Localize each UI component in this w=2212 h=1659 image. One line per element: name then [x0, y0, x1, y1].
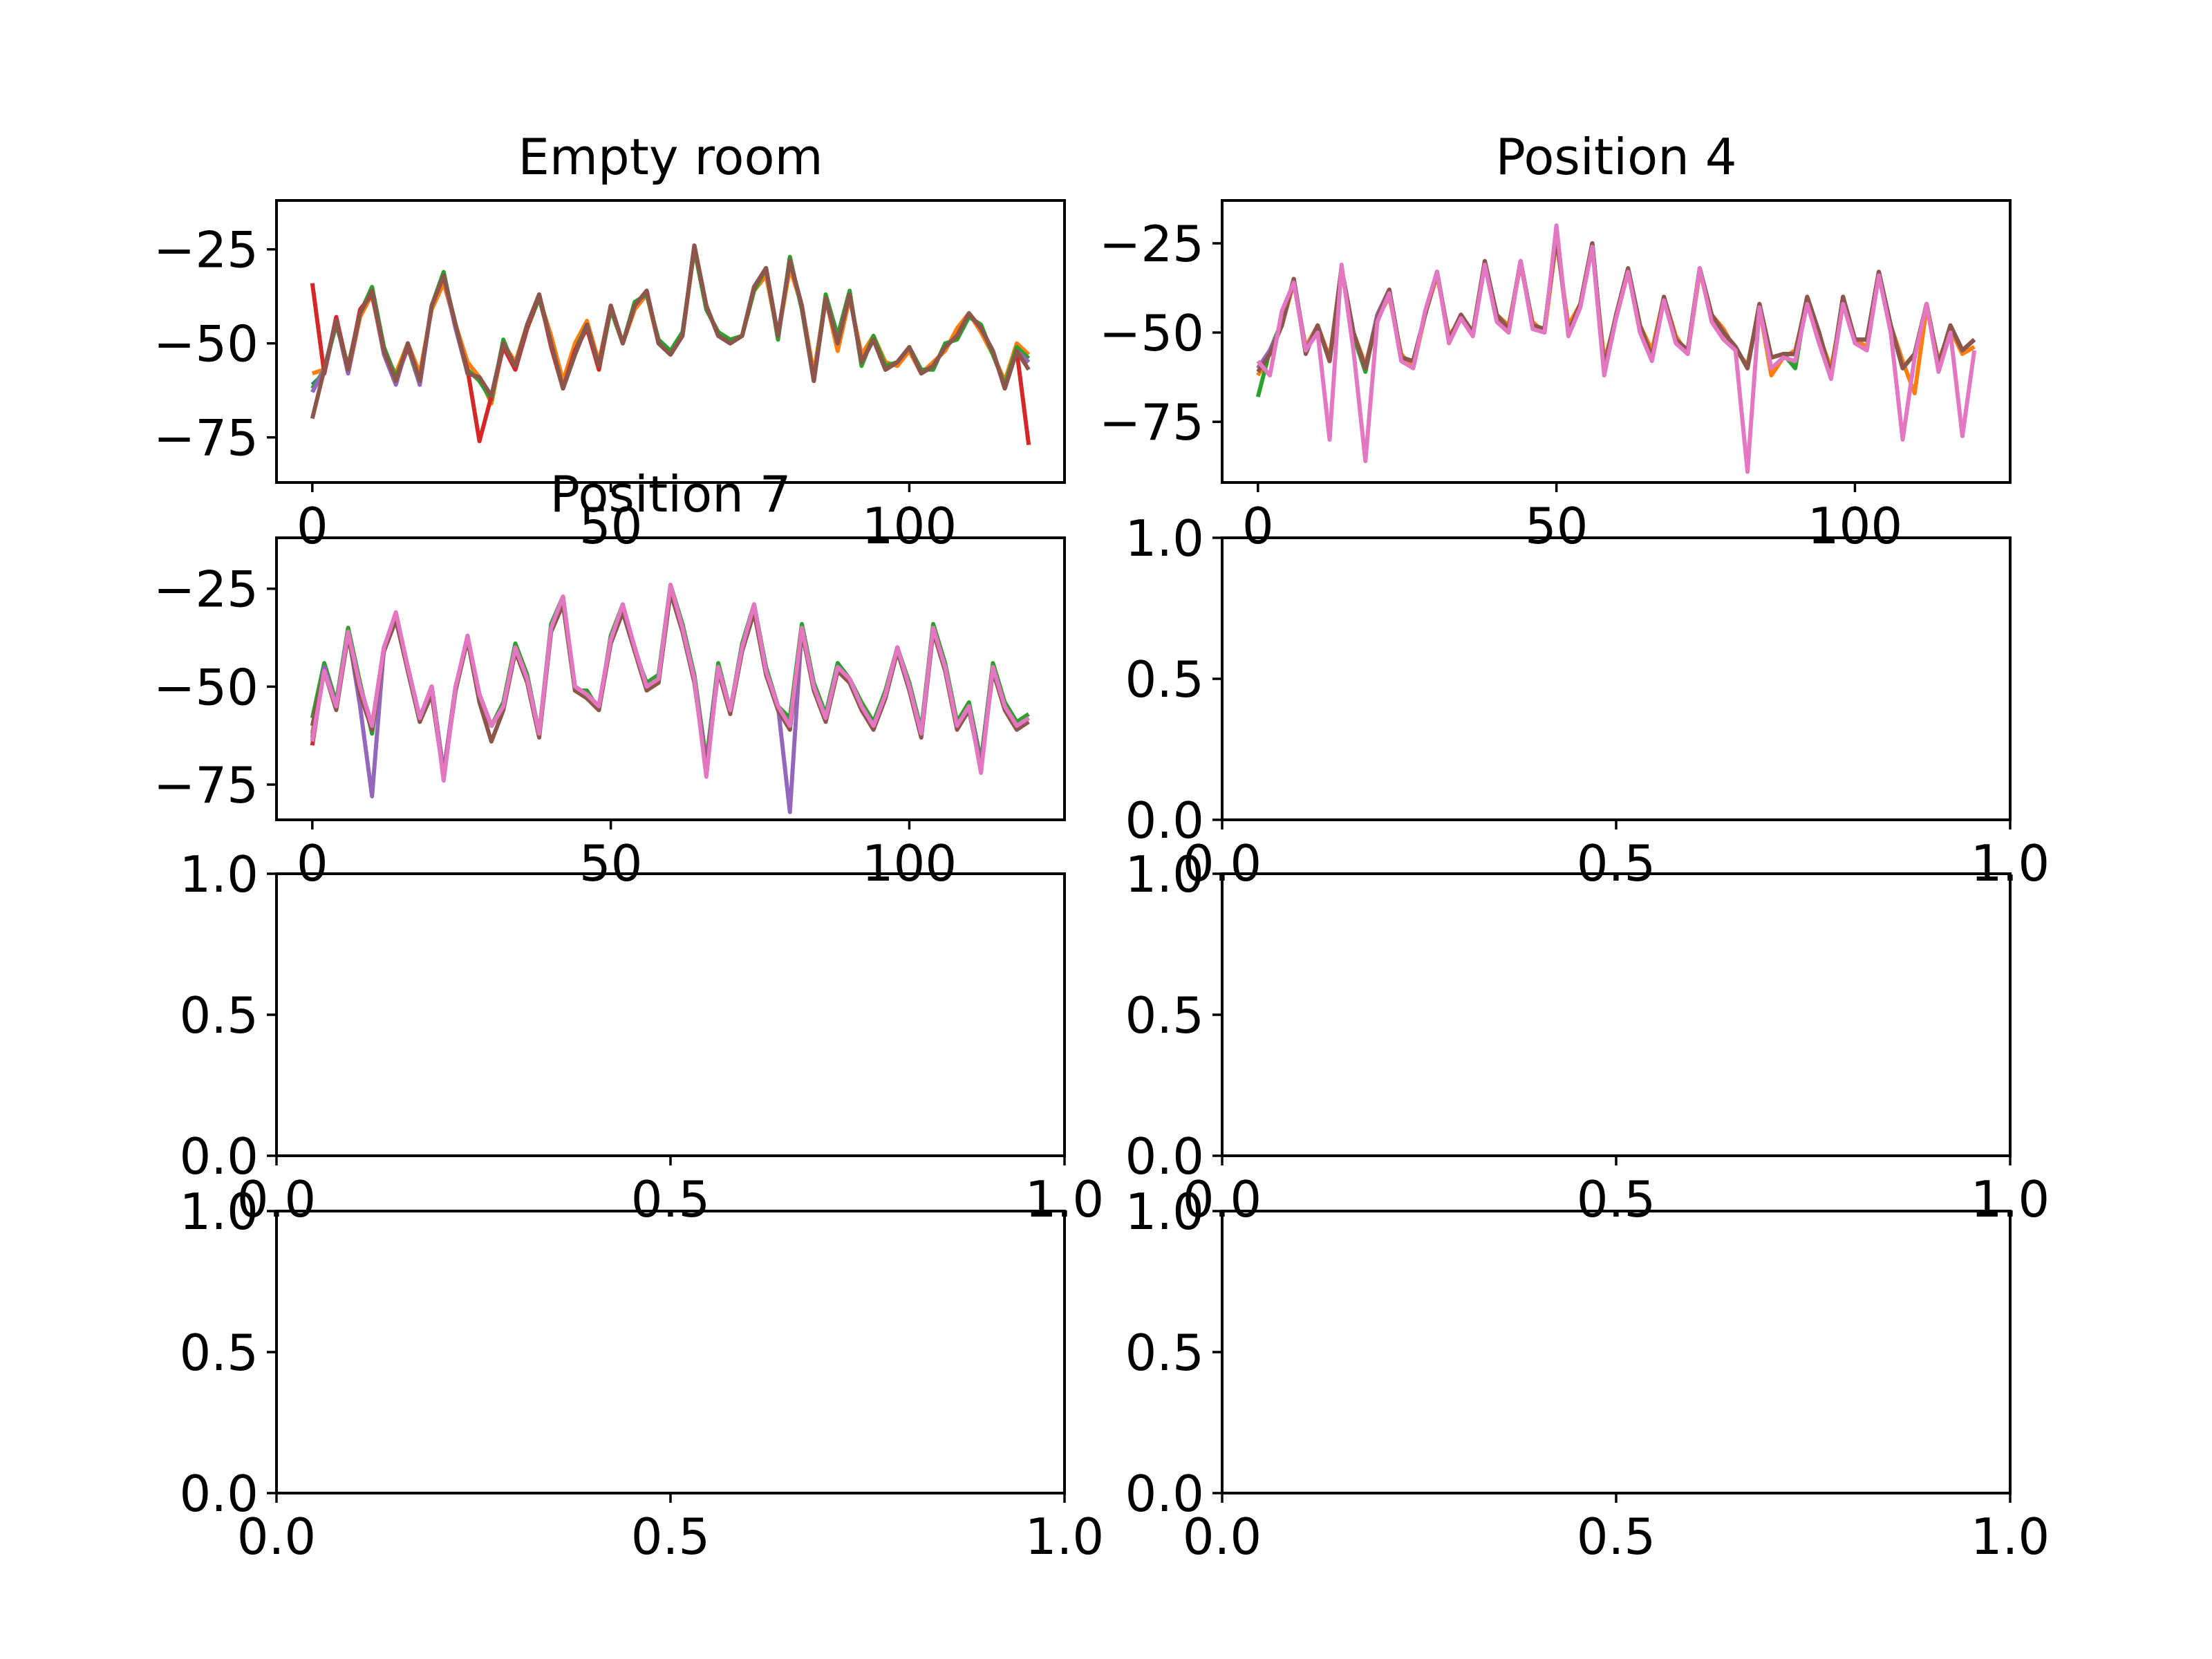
- y-tick-label: 0.0: [1125, 1127, 1204, 1185]
- series-line-6: [1256, 234, 1976, 378]
- subplot-2: 0 50 100 −25 −50 −75 Position 4: [1099, 128, 2012, 555]
- subplot-title: Empty room: [518, 128, 823, 186]
- y-tick-label: 1.0: [1125, 509, 1204, 568]
- subplot-4: 0.0 0.5 1.00.00.51.0: [1125, 509, 2050, 892]
- y-tick-label: −50: [1099, 304, 1204, 362]
- subplot-3: 0 50 100 −25 −50 −75 Position 7: [153, 465, 1066, 892]
- x-tick-label: 100: [1808, 497, 1902, 555]
- y-tick-label: 0.5: [1125, 1324, 1204, 1382]
- x-tick-label: 50: [1525, 497, 1588, 555]
- y-tick-label: 1.0: [1125, 845, 1204, 903]
- x-tick-label: 0.0: [1183, 1508, 1262, 1566]
- y-tick-label: −25: [153, 561, 259, 619]
- subplot-7: 0.0 0.5 1.0 0.0 0.5 1.0: [179, 1183, 1104, 1566]
- subplot-8: 0.0 0.5 1.0 0.0 0.5 1.0: [1125, 1183, 2050, 1566]
- y-tick-label: 0.5: [179, 1324, 259, 1382]
- x-tick-label: 0.5: [1577, 1170, 1656, 1228]
- axes-frame: [275, 536, 1066, 821]
- series-line-7: [310, 583, 1030, 783]
- x-tick-label: 0.0: [237, 1508, 317, 1566]
- y-tick-label: 0.0: [179, 1465, 259, 1523]
- y-tick-label: 0.5: [1125, 986, 1204, 1044]
- y-tick-label: 1.0: [1125, 1183, 1204, 1241]
- y-tick-label: 0.5: [179, 986, 259, 1044]
- y-tick-label: −75: [153, 409, 259, 467]
- x-tick-label: 50: [579, 497, 643, 555]
- axes-frame: [275, 1210, 1066, 1494]
- x-tick-label: 1.0: [1971, 1508, 2050, 1566]
- y-tick-label: −50: [153, 658, 259, 716]
- y-tick-label: 0.5: [1125, 650, 1204, 709]
- x-tick-label: 50: [579, 834, 643, 892]
- x-tick-label: 0: [297, 834, 328, 892]
- axes-frame: [1221, 199, 2012, 484]
- y-tick-label: −25: [153, 221, 259, 279]
- series-line-6: [310, 243, 1031, 420]
- x-tick-label: 100: [862, 834, 957, 892]
- axes-frame: [1221, 1210, 2012, 1494]
- series-line-4: [310, 586, 1030, 775]
- series-line-7: [1256, 223, 1977, 474]
- subplot-6: 0.0 0.5 1.00.00.51.0: [1125, 845, 2050, 1228]
- y-tick-label: 0.0: [1125, 791, 1204, 850]
- y-tick-label: −50: [153, 315, 259, 373]
- x-tick-label: 0.5: [1577, 834, 1656, 892]
- subplot-5: 0.0 0.5 1.00.00.51.0: [179, 845, 1104, 1228]
- y-tick-label: 1.0: [179, 845, 259, 903]
- subplot-title: Position 7: [550, 465, 791, 523]
- x-tick-label: 0.5: [631, 1170, 711, 1228]
- subplot-title: Position 4: [1495, 128, 1736, 186]
- y-tick-label: 1.0: [179, 1183, 259, 1241]
- subplot-1: 0 50 100 −25 −50 −75 Empty room: [153, 128, 1066, 555]
- series-line-6: [310, 590, 1030, 779]
- x-tick-label: 0: [297, 497, 328, 555]
- x-tick-label: 100: [862, 497, 957, 555]
- series-line-1: [1256, 230, 1976, 378]
- axes-frame: [275, 199, 1066, 484]
- series-line-4: [1256, 230, 1976, 378]
- series-line-2: [310, 586, 1030, 775]
- axes-frame: [275, 872, 1066, 1157]
- y-tick-label: −75: [153, 756, 259, 814]
- series-line-5: [1256, 230, 1976, 378]
- y-tick-label: 0.0: [1125, 1465, 1204, 1523]
- series-line-5: [310, 586, 1030, 814]
- x-tick-label: 1.0: [1025, 1508, 1105, 1566]
- series-line-1: [310, 586, 1030, 775]
- series-line-3: [310, 583, 1030, 775]
- y-tick-label: −75: [1099, 393, 1204, 451]
- axes-frame: [1221, 536, 2012, 821]
- axes-frame: [1221, 872, 2012, 1157]
- y-tick-label: −25: [1099, 215, 1204, 273]
- x-tick-label: 0.5: [631, 1508, 711, 1566]
- y-tick-label: 0.0: [179, 1127, 259, 1185]
- x-tick-label: 0.5: [1577, 1508, 1656, 1566]
- series-line-4: [310, 243, 1031, 445]
- x-tick-label: 0: [1242, 497, 1274, 555]
